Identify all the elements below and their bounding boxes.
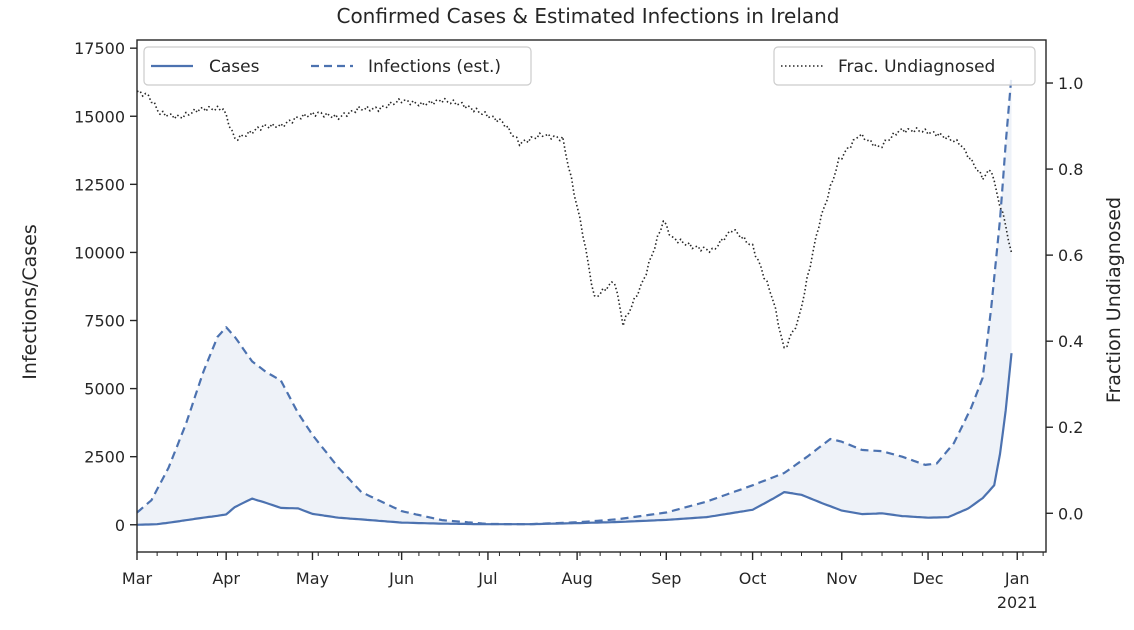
y-tick-label: 0 xyxy=(115,516,125,535)
legends: Cases Infections (est.) Frac. Undiagnosed xyxy=(143,46,1036,86)
y-axis-label: Infections/Cases xyxy=(19,224,41,380)
x-tick-label: Apr xyxy=(212,569,240,588)
x-tick-label: Jun xyxy=(388,569,414,588)
y-tick-label: 5000 xyxy=(84,380,125,399)
x-tick-label: Nov xyxy=(826,569,857,588)
x-tick-label: May xyxy=(296,569,329,588)
y2-axis-label: Fraction Undiagnosed xyxy=(1103,197,1125,403)
series-line-infections-est xyxy=(136,75,1013,526)
y-tick-label: 17500 xyxy=(74,39,125,58)
fill-between-area xyxy=(137,75,1012,525)
series-line-frac-undiagnosed xyxy=(136,90,1013,349)
y2-tick-label: 0.6 xyxy=(1058,246,1083,265)
y2-tick-label: 0.4 xyxy=(1058,332,1083,351)
legend-label: Infections (est.) xyxy=(368,57,501,77)
plot-frame xyxy=(136,39,1047,553)
y2-tick-label: 0.8 xyxy=(1058,160,1083,179)
y2-tick-label: 0.2 xyxy=(1058,418,1083,437)
legend-label: Cases xyxy=(209,57,260,77)
x-tick-label: Jul xyxy=(477,569,497,588)
y-tick-label: 10000 xyxy=(74,243,125,262)
axes: 0 2500 5000 7500 10000 12500 15000 17500 0.0 0.2 0… xyxy=(74,39,1083,612)
x-tick-label: Mar xyxy=(122,569,153,588)
chart-title: Confirmed Cases & Estimated Infections i… xyxy=(336,4,839,28)
x-tick-label: Sep xyxy=(651,569,681,588)
x-tick-label: Oct xyxy=(739,569,767,588)
legend-box-top-right xyxy=(773,46,1036,86)
y2-tick-label: 0.0 xyxy=(1058,504,1083,523)
x-tick-sublabel: 2021 xyxy=(997,593,1038,612)
y2-tick-label: 1.0 xyxy=(1058,74,1083,93)
x-tick-label: Jan xyxy=(1004,569,1030,588)
x-tick-label: Aug xyxy=(561,569,592,588)
y-tick-label: 15000 xyxy=(74,107,125,126)
y-tick-label: 2500 xyxy=(84,448,125,467)
plot-area xyxy=(136,75,1013,526)
x-tick-label: Dec xyxy=(913,569,944,588)
legend-label: Frac. Undiagnosed xyxy=(838,57,995,77)
y-tick-label: 12500 xyxy=(74,175,125,194)
y-tick-label: 7500 xyxy=(84,312,125,331)
